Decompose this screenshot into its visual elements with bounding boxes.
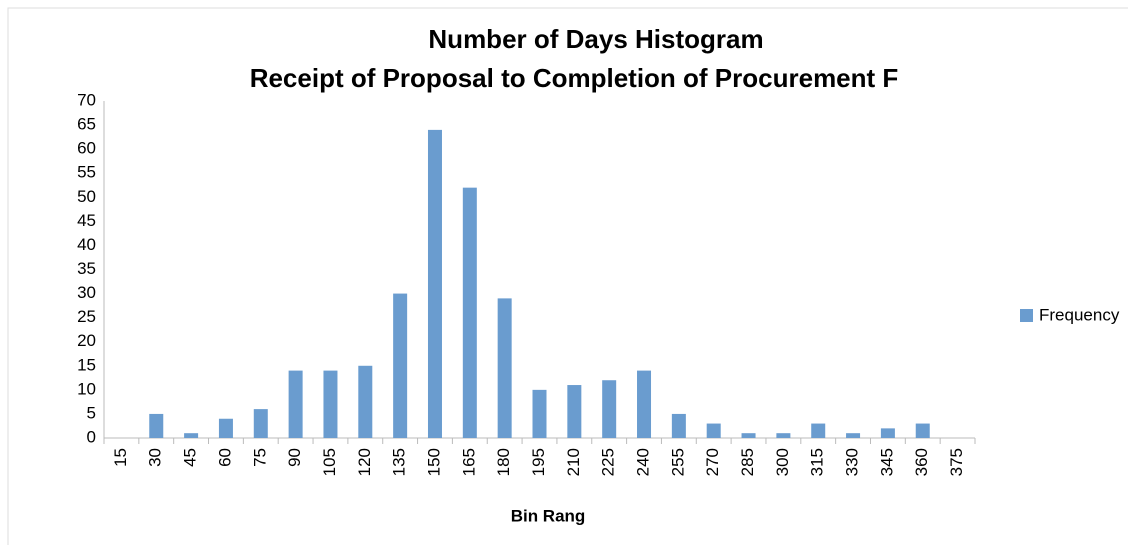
x-tick-label: 75	[250, 448, 269, 467]
y-tick-label: 65	[77, 115, 96, 134]
frame	[7, 7, 1128, 545]
x-tick-label: 105	[320, 448, 339, 476]
y-tick-label: 40	[77, 235, 96, 254]
x-tick-label: 285	[738, 448, 757, 476]
y-tick-label: 15	[77, 355, 96, 374]
x-tick-label: 210	[564, 448, 583, 476]
x-tick-label: 360	[912, 448, 931, 476]
bar	[253, 409, 268, 438]
x-tick-label: 165	[459, 448, 478, 476]
bar	[741, 433, 756, 438]
legend-label: Frequency	[1039, 305, 1120, 324]
y-tick-label: 60	[77, 139, 96, 158]
bar	[602, 380, 617, 438]
bar	[149, 413, 164, 438]
bar	[184, 433, 199, 438]
x-tick-label: 330	[843, 448, 862, 476]
x-tick-label: 180	[494, 448, 513, 476]
bar	[462, 187, 477, 438]
bar	[427, 129, 442, 438]
y-tick-label: 45	[77, 211, 96, 230]
x-tick-label: 195	[529, 448, 548, 476]
bar	[218, 418, 233, 438]
x-tick-label: 375	[947, 448, 966, 476]
x-tick-label: 15	[111, 448, 130, 467]
x-tick-label: 240	[634, 448, 653, 476]
bar	[880, 428, 895, 438]
y-tick-label: 25	[77, 307, 96, 326]
bar	[497, 298, 512, 438]
x-tick-label: 120	[355, 448, 374, 476]
chart-subtitle: Receipt of Proposal to Completion of Pro…	[250, 63, 899, 93]
bar	[288, 370, 303, 438]
x-tick-label: 255	[668, 448, 687, 476]
bar	[637, 370, 652, 438]
bar	[567, 385, 582, 438]
bar	[706, 423, 721, 438]
y-tick-label: 35	[77, 259, 96, 278]
y-tick-label: 5	[87, 403, 96, 422]
bar	[811, 423, 826, 438]
y-tick-label: 10	[77, 379, 96, 398]
x-tick-label: 345	[877, 448, 896, 476]
x-tick-label: 60	[215, 448, 234, 467]
bar	[846, 433, 861, 438]
y-tick-label: 0	[87, 427, 96, 446]
bar	[323, 370, 338, 438]
x-tick-label: 30	[146, 448, 165, 467]
bar	[393, 293, 408, 438]
bar	[358, 365, 373, 438]
y-tick-label: 20	[77, 331, 96, 350]
bar	[776, 433, 791, 438]
y-tick-label: 70	[77, 90, 96, 109]
x-tick-label: 90	[285, 448, 304, 467]
chart-title: Number of Days Histogram	[428, 24, 763, 54]
x-tick-label: 45	[181, 448, 200, 467]
x-tick-label: 150	[424, 448, 443, 476]
bar	[532, 389, 547, 438]
y-tick-label: 55	[77, 163, 96, 182]
x-tick-label: 225	[599, 448, 618, 476]
x-axis-title: Bin Rang	[511, 506, 586, 525]
x-tick-label: 300	[773, 448, 792, 476]
x-tick-label: 270	[703, 448, 722, 476]
y-tick-label: 50	[77, 187, 96, 206]
bar	[915, 423, 930, 438]
x-tick-label: 135	[390, 448, 409, 476]
x-tick-label: 315	[808, 448, 827, 476]
legend-swatch	[1020, 309, 1033, 322]
bar	[671, 413, 686, 438]
y-tick-label: 30	[77, 283, 96, 302]
